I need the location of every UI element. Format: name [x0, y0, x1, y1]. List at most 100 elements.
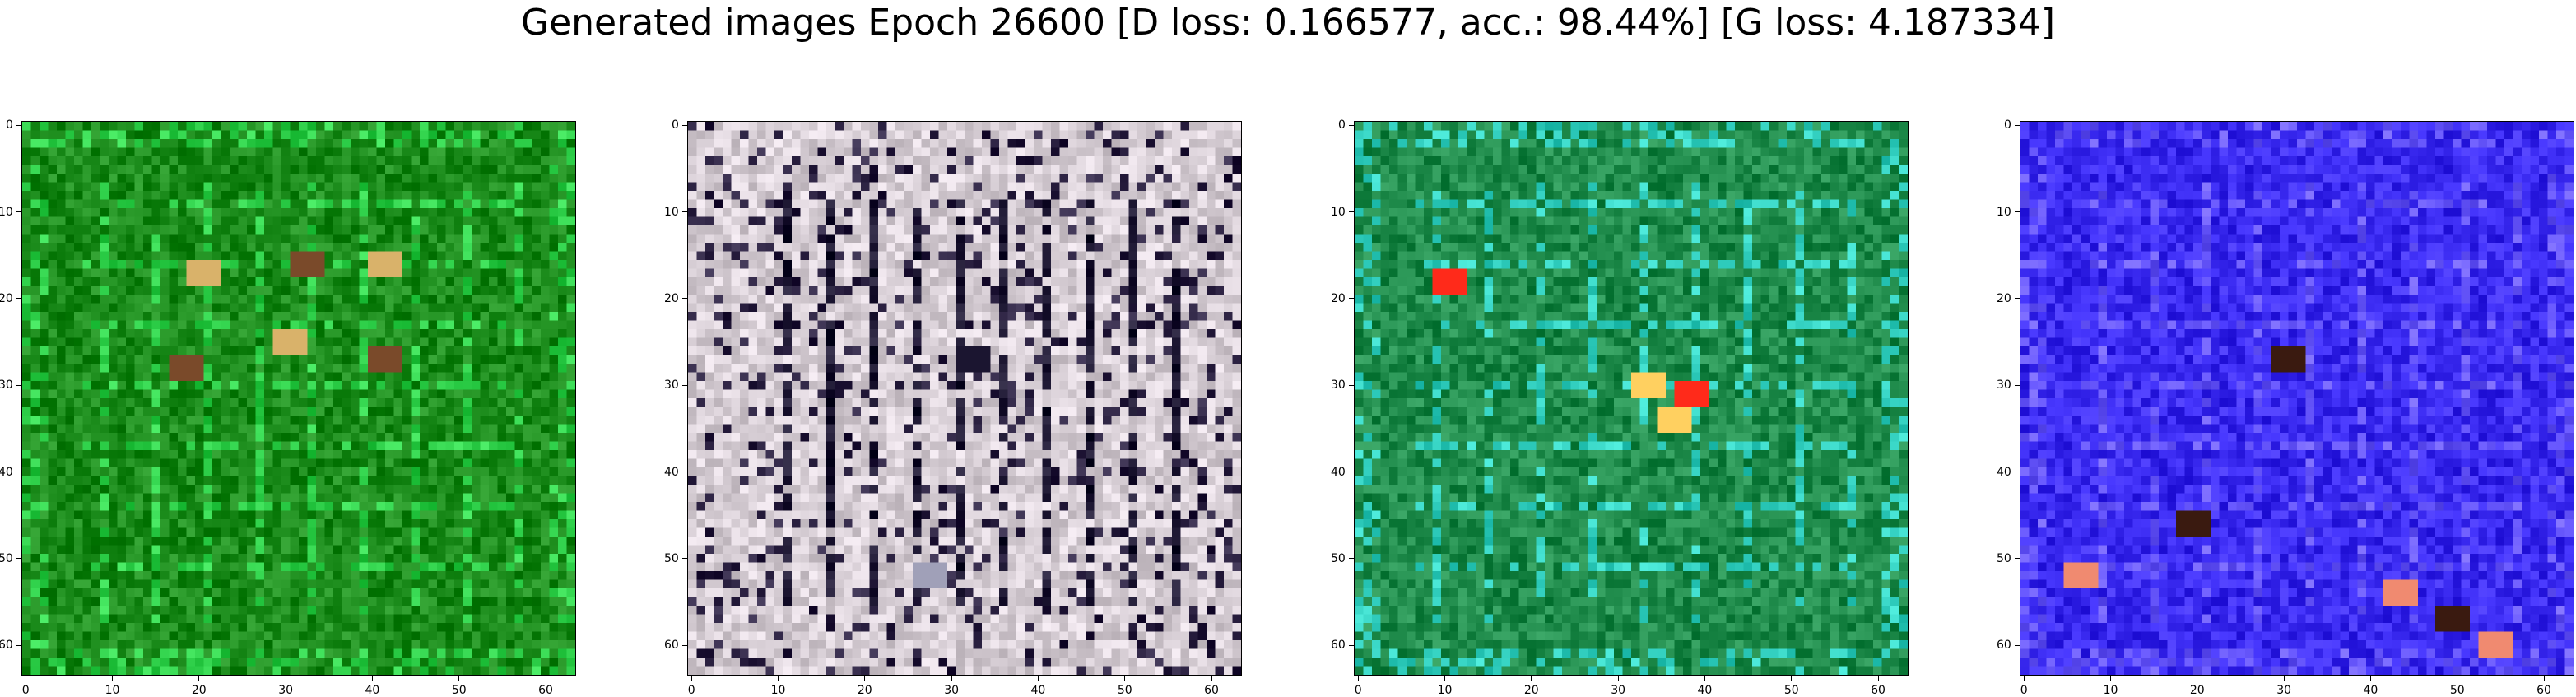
- y-tick-mark: [2015, 384, 2020, 386]
- x-tick-mark: [1038, 676, 1039, 681]
- image-panel-2: 0 0 10 10 20 20 30 30 40 40 50 50 60 60: [664, 118, 1242, 697]
- y-tick-label: 50: [1331, 551, 1346, 565]
- y-tick-mark: [16, 211, 21, 213]
- y-tick-mark: [1349, 558, 1354, 560]
- y-tick-mark: [1349, 384, 1354, 386]
- y-tick-mark: [1349, 211, 1354, 213]
- x-tick-label: 10: [105, 684, 120, 697]
- x-tick-label: 40: [2363, 684, 2378, 697]
- x-tick-mark: [778, 676, 779, 681]
- x-tick-mark: [1791, 676, 1793, 681]
- y-tick-label: 10: [0, 205, 13, 219]
- x-tick-label: 60: [538, 684, 553, 697]
- y-tick-label: 0: [2004, 118, 2011, 132]
- y-tick-label: 50: [1997, 551, 2011, 565]
- x-tick-label: 60: [1871, 684, 1886, 697]
- x-tick-mark: [458, 676, 460, 681]
- x-tick-label: 40: [1030, 684, 1046, 697]
- x-tick-label: 60: [1204, 684, 1219, 697]
- y-tick-label: 50: [0, 551, 13, 565]
- y-tick-label: 40: [664, 465, 679, 479]
- y-tick-label: 30: [1331, 379, 1346, 393]
- x-tick-mark: [690, 676, 692, 681]
- x-tick-label: 10: [2103, 684, 2118, 697]
- y-tick-mark: [16, 644, 21, 646]
- y-tick-label: 20: [1331, 291, 1346, 305]
- generated-image-2: [687, 121, 1242, 676]
- y-tick-mark: [1349, 644, 1354, 646]
- y-tick-mark: [682, 124, 687, 126]
- x-tick-label: 50: [451, 684, 467, 697]
- y-tick-label: 10: [664, 205, 679, 219]
- image-panel-4: 0 0 10 10 20 20 30 30 40 40 50 50 60 60: [1997, 118, 2574, 697]
- y-tick-mark: [2015, 211, 2020, 213]
- x-tick-mark: [864, 676, 866, 681]
- y-tick-label: 30: [664, 379, 679, 393]
- x-tick-mark: [1124, 676, 1126, 681]
- x-tick-label: 60: [2536, 684, 2551, 697]
- y-tick-label: 60: [1997, 639, 2011, 653]
- y-tick-label: 0: [6, 118, 13, 132]
- y-tick-label: 50: [664, 551, 679, 565]
- x-tick-label: 40: [365, 684, 380, 697]
- generated-image-4: [2020, 121, 2574, 676]
- x-tick-mark: [1444, 676, 1446, 681]
- y-tick-label: 40: [0, 465, 13, 479]
- image-panel-1: 0 0 10 10 20 20 30 30 40 40 50 50 60 60: [0, 118, 576, 697]
- y-tick-label: 60: [664, 639, 679, 653]
- y-tick-mark: [16, 558, 21, 560]
- x-tick-mark: [2370, 676, 2372, 681]
- y-tick-mark: [1349, 298, 1354, 300]
- y-tick-label: 60: [0, 639, 13, 653]
- y-tick-mark: [2015, 558, 2020, 560]
- y-tick-label: 30: [1997, 379, 2011, 393]
- y-tick-label: 0: [672, 118, 679, 132]
- y-tick-label: 20: [664, 291, 679, 305]
- x-tick-label: 50: [1783, 684, 1799, 697]
- y-tick-mark: [16, 384, 21, 386]
- x-tick-label: 30: [2276, 684, 2292, 697]
- x-tick-label: 0: [21, 684, 30, 697]
- y-tick-mark: [682, 211, 687, 213]
- x-tick-label: 30: [944, 684, 960, 697]
- x-tick-label: 20: [1523, 684, 1539, 697]
- y-tick-mark: [2015, 644, 2020, 646]
- x-tick-mark: [1877, 676, 1879, 681]
- x-tick-label: 20: [2189, 684, 2205, 697]
- y-tick-label: 60: [1331, 639, 1346, 653]
- x-tick-mark: [2543, 676, 2545, 681]
- x-tick-label: 20: [191, 684, 207, 697]
- x-tick-label: 10: [770, 684, 786, 697]
- x-tick-mark: [2283, 676, 2285, 681]
- x-tick-mark: [1211, 676, 1212, 681]
- x-tick-label: 40: [1697, 684, 1713, 697]
- image-panel-3: 0 0 10 10 20 20 30 30 40 40 50 50 60 60: [1331, 118, 1909, 697]
- y-tick-mark: [16, 298, 21, 300]
- x-tick-label: 0: [2020, 684, 2028, 697]
- x-tick-label: 0: [1354, 684, 1362, 697]
- x-tick-mark: [2110, 676, 2112, 681]
- x-tick-label: 30: [1611, 684, 1626, 697]
- y-tick-mark: [1349, 124, 1354, 126]
- y-tick-label: 10: [1331, 205, 1346, 219]
- x-tick-label: 10: [1437, 684, 1453, 697]
- y-tick-mark: [682, 298, 687, 300]
- x-tick-mark: [2023, 676, 2025, 681]
- y-tick-mark: [2015, 298, 2020, 300]
- x-tick-mark: [1357, 676, 1359, 681]
- y-tick-mark: [682, 558, 687, 560]
- y-tick-mark: [16, 124, 21, 126]
- y-tick-mark: [682, 644, 687, 646]
- x-tick-mark: [372, 676, 374, 681]
- y-tick-label: 0: [1338, 118, 1346, 132]
- x-tick-mark: [112, 676, 114, 681]
- y-tick-label: 10: [1997, 205, 2011, 219]
- x-tick-mark: [1704, 676, 1706, 681]
- y-tick-mark: [682, 384, 687, 386]
- x-tick-label: 50: [1117, 684, 1132, 697]
- x-tick-label: 0: [687, 684, 695, 697]
- generated-image-1: [21, 121, 576, 676]
- y-tick-label: 40: [1997, 465, 2011, 479]
- x-tick-label: 50: [2449, 684, 2465, 697]
- y-tick-mark: [2015, 124, 2020, 126]
